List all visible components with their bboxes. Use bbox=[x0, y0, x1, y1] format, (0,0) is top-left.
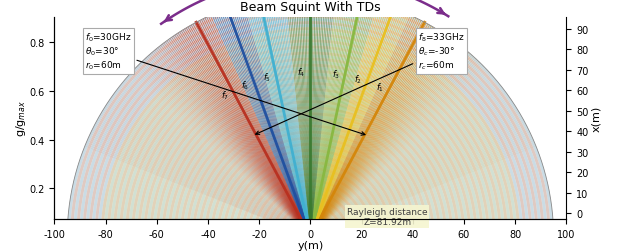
Polygon shape bbox=[225, 152, 396, 237]
Polygon shape bbox=[98, 25, 523, 237]
Polygon shape bbox=[255, 182, 365, 237]
Polygon shape bbox=[116, 43, 505, 237]
Polygon shape bbox=[183, 110, 438, 237]
Polygon shape bbox=[189, 116, 432, 237]
Polygon shape bbox=[134, 61, 486, 237]
Polygon shape bbox=[180, 107, 441, 237]
Polygon shape bbox=[140, 68, 481, 237]
Polygon shape bbox=[119, 46, 502, 237]
Polygon shape bbox=[250, 176, 371, 237]
Polygon shape bbox=[243, 170, 378, 237]
Polygon shape bbox=[289, 216, 332, 237]
Polygon shape bbox=[219, 146, 402, 237]
Polygon shape bbox=[195, 122, 426, 237]
Polygon shape bbox=[110, 37, 511, 237]
Polygon shape bbox=[147, 74, 474, 237]
Polygon shape bbox=[92, 19, 529, 237]
Polygon shape bbox=[241, 167, 380, 237]
Polygon shape bbox=[131, 58, 490, 237]
Polygon shape bbox=[149, 77, 472, 237]
Polygon shape bbox=[168, 95, 453, 237]
Polygon shape bbox=[143, 71, 477, 237]
Polygon shape bbox=[88, 16, 532, 237]
Polygon shape bbox=[216, 143, 404, 237]
Polygon shape bbox=[128, 55, 493, 237]
X-axis label: y(m): y(m) bbox=[297, 240, 324, 250]
Polygon shape bbox=[280, 207, 340, 237]
Polygon shape bbox=[79, 7, 541, 237]
Polygon shape bbox=[122, 49, 499, 237]
Polygon shape bbox=[201, 128, 420, 237]
Polygon shape bbox=[210, 137, 411, 237]
Polygon shape bbox=[295, 222, 326, 237]
Polygon shape bbox=[307, 234, 314, 237]
Polygon shape bbox=[104, 31, 517, 237]
Polygon shape bbox=[271, 198, 350, 237]
Polygon shape bbox=[237, 164, 383, 237]
Title: Beam Squint With TDs: Beam Squint With TDs bbox=[240, 1, 381, 14]
Text: $f_7$: $f_7$ bbox=[221, 89, 229, 102]
Text: $f_1$: $f_1$ bbox=[376, 81, 384, 93]
Polygon shape bbox=[67, 0, 554, 237]
Polygon shape bbox=[152, 80, 468, 237]
Polygon shape bbox=[76, 4, 545, 237]
Polygon shape bbox=[305, 231, 316, 237]
Polygon shape bbox=[301, 228, 319, 237]
Polygon shape bbox=[198, 125, 423, 237]
Polygon shape bbox=[95, 22, 526, 237]
Polygon shape bbox=[73, 1, 548, 237]
Polygon shape bbox=[286, 213, 335, 237]
Polygon shape bbox=[164, 92, 456, 237]
Polygon shape bbox=[274, 201, 347, 237]
Polygon shape bbox=[228, 155, 392, 237]
Polygon shape bbox=[125, 52, 496, 237]
Polygon shape bbox=[253, 179, 368, 237]
Text: Rayleigh distance
Z=81.92m: Rayleigh distance Z=81.92m bbox=[347, 207, 428, 226]
Polygon shape bbox=[100, 28, 520, 237]
Polygon shape bbox=[159, 86, 462, 237]
Text: $f_3$: $f_3$ bbox=[332, 68, 340, 80]
Polygon shape bbox=[86, 13, 535, 237]
Polygon shape bbox=[262, 188, 359, 237]
Polygon shape bbox=[213, 140, 408, 237]
Polygon shape bbox=[177, 104, 444, 237]
Polygon shape bbox=[137, 65, 484, 237]
Polygon shape bbox=[234, 161, 387, 237]
Text: $f_4$: $f_4$ bbox=[297, 66, 306, 79]
Polygon shape bbox=[83, 10, 538, 237]
Text: $f_5$: $f_5$ bbox=[263, 72, 271, 84]
Text: $f_2$: $f_2$ bbox=[355, 73, 363, 85]
Polygon shape bbox=[186, 113, 435, 237]
Polygon shape bbox=[170, 98, 451, 237]
Polygon shape bbox=[292, 219, 329, 237]
Polygon shape bbox=[161, 89, 460, 237]
Polygon shape bbox=[207, 134, 414, 237]
Polygon shape bbox=[246, 173, 374, 237]
Polygon shape bbox=[298, 225, 323, 237]
Polygon shape bbox=[70, 0, 550, 237]
Text: $f_0$=30GHz
$\theta_0$=30°
$r_0$=60m: $f_0$=30GHz $\theta_0$=30° $r_0$=60m bbox=[85, 31, 365, 136]
Polygon shape bbox=[113, 40, 508, 237]
Polygon shape bbox=[173, 101, 447, 237]
Polygon shape bbox=[232, 158, 389, 237]
Polygon shape bbox=[192, 119, 429, 237]
Y-axis label: x(m): x(m) bbox=[591, 105, 601, 132]
Polygon shape bbox=[222, 149, 399, 237]
Y-axis label: g/g$_{max}$: g/g$_{max}$ bbox=[14, 100, 28, 137]
Polygon shape bbox=[283, 210, 338, 237]
Polygon shape bbox=[204, 131, 417, 237]
Text: $f_6$: $f_6$ bbox=[241, 79, 250, 91]
Polygon shape bbox=[268, 195, 353, 237]
Polygon shape bbox=[100, 28, 520, 237]
Polygon shape bbox=[259, 185, 362, 237]
Polygon shape bbox=[277, 204, 344, 237]
Polygon shape bbox=[107, 34, 514, 237]
Polygon shape bbox=[265, 192, 356, 237]
Polygon shape bbox=[156, 83, 465, 237]
Text: $f_8$=33GHz
$\theta_c$=-30°
$r_c$=60m: $f_8$=33GHz $\theta_c$=-30° $r_c$=60m bbox=[256, 31, 465, 135]
